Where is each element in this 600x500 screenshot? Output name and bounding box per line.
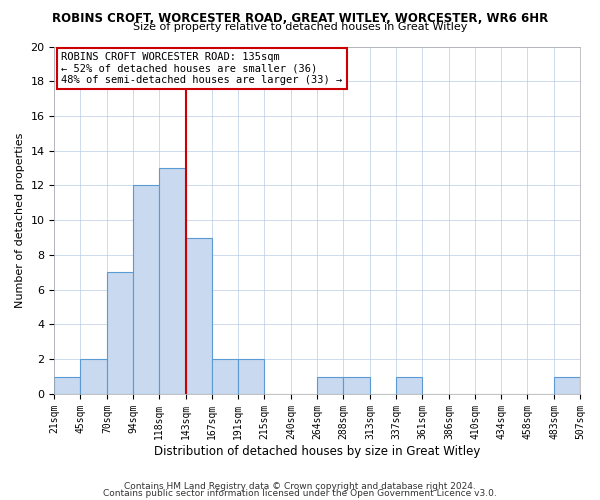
- Text: Size of property relative to detached houses in Great Witley: Size of property relative to detached ho…: [133, 22, 467, 32]
- Y-axis label: Number of detached properties: Number of detached properties: [15, 132, 25, 308]
- Text: ROBINS CROFT, WORCESTER ROAD, GREAT WITLEY, WORCESTER, WR6 6HR: ROBINS CROFT, WORCESTER ROAD, GREAT WITL…: [52, 12, 548, 26]
- Bar: [55, 376, 80, 394]
- Bar: [554, 376, 580, 394]
- Bar: [187, 238, 212, 394]
- Bar: [212, 359, 238, 394]
- Text: Contains HM Land Registry data © Crown copyright and database right 2024.: Contains HM Land Registry data © Crown c…: [124, 482, 476, 491]
- Bar: [238, 359, 264, 394]
- Bar: [317, 376, 343, 394]
- Bar: [107, 272, 133, 394]
- Text: Contains public sector information licensed under the Open Government Licence v3: Contains public sector information licen…: [103, 490, 497, 498]
- Bar: [396, 376, 422, 394]
- Bar: [80, 359, 107, 394]
- Bar: [133, 186, 160, 394]
- Text: ROBINS CROFT WORCESTER ROAD: 135sqm
← 52% of detached houses are smaller (36)
48: ROBINS CROFT WORCESTER ROAD: 135sqm ← 52…: [61, 52, 343, 85]
- Bar: [343, 376, 370, 394]
- Bar: [160, 168, 187, 394]
- X-axis label: Distribution of detached houses by size in Great Witley: Distribution of detached houses by size …: [154, 444, 481, 458]
